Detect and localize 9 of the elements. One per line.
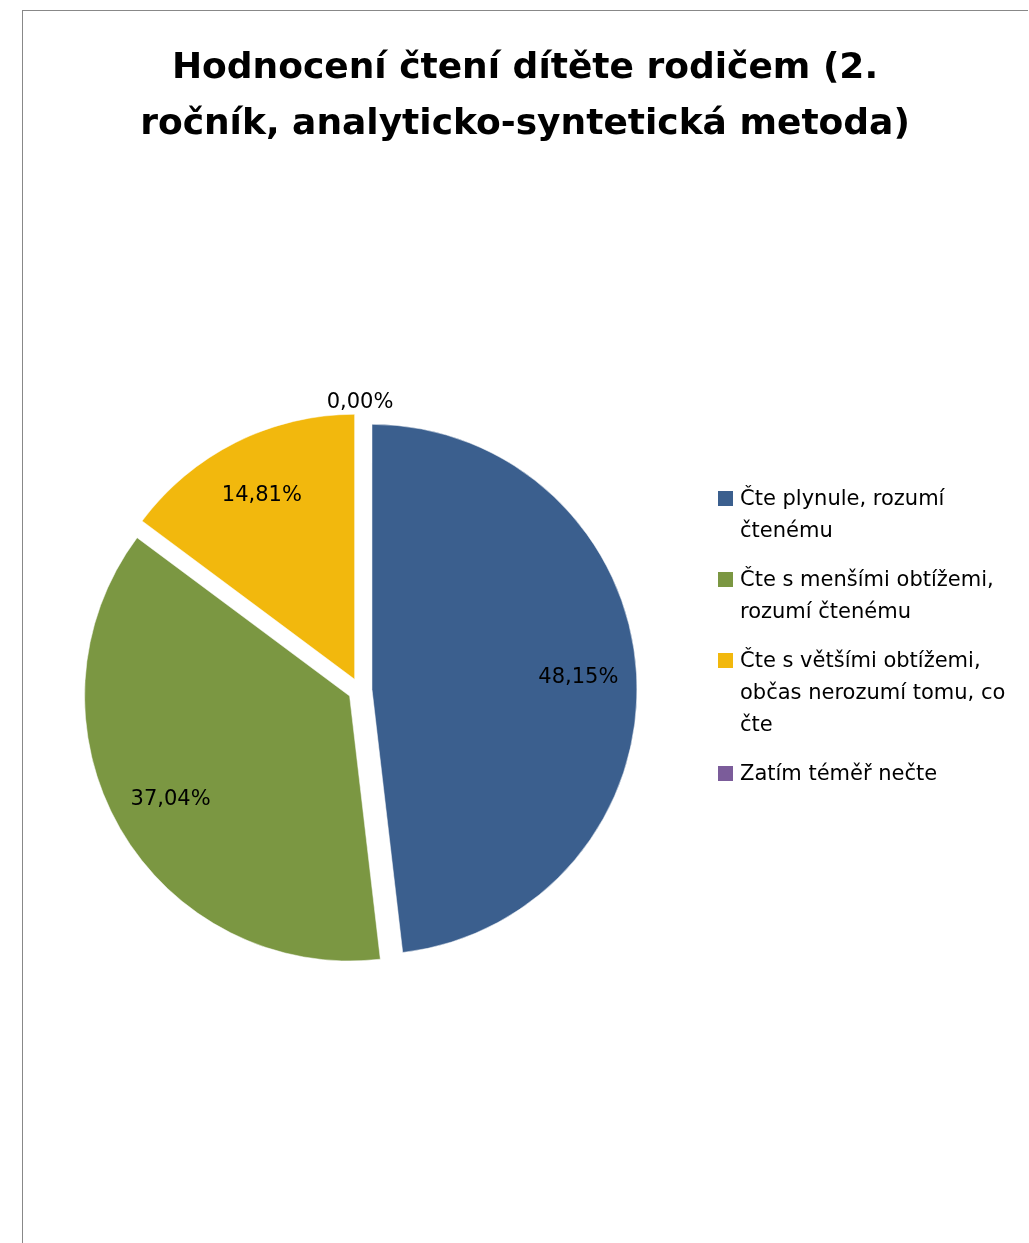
legend-label: Čte s menšími obtížemi, rozumí čtenému	[740, 567, 994, 623]
data-label: 37,04%	[130, 786, 211, 811]
data-label: 14,81%	[221, 481, 302, 506]
legend-label: Čte plynule, rozumí čtenému	[740, 486, 945, 542]
legend-label: Čte s většími obtížemi, občas nerozumí tomu, co čte	[740, 648, 1006, 736]
data-label: 48,15%	[538, 664, 619, 689]
text: 0,00%	[326, 389, 394, 414]
legend-label: Zatím téměř nečte	[740, 761, 938, 785]
chart-title: Hodnocení čtení dítěte rodičem (2. ročník, analyticko-syntetická metoda)	[139, 44, 911, 144]
